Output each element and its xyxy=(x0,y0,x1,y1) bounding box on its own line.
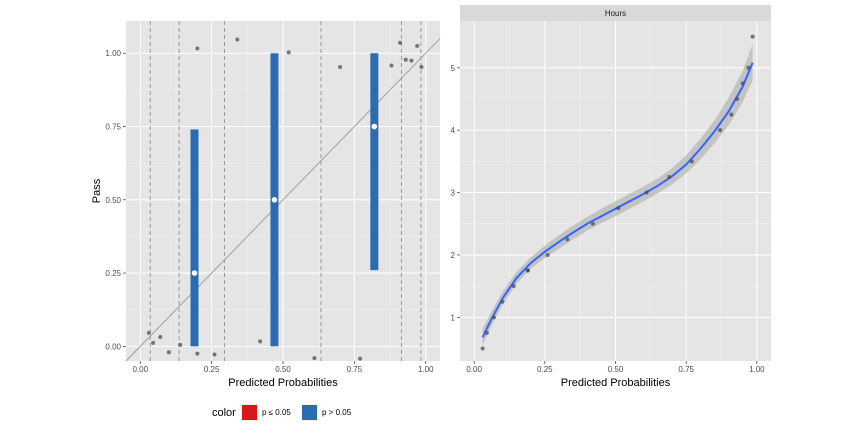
data-point xyxy=(178,342,183,347)
data-point xyxy=(735,96,740,101)
data-point xyxy=(151,340,156,345)
data-point xyxy=(212,352,217,357)
data-point xyxy=(500,299,505,304)
data-point xyxy=(258,339,263,344)
data-point xyxy=(718,128,723,133)
data-point xyxy=(235,37,240,42)
bin-mean-point xyxy=(271,196,278,203)
right-gridlines xyxy=(460,21,771,361)
x-tick-label: 0.50 xyxy=(275,365,291,374)
left-y-tick-labels: 0.00 0.25 0.50 0.75 1.00 xyxy=(105,49,126,351)
data-point xyxy=(286,50,291,55)
data-point xyxy=(338,65,343,70)
left-x-axis-title: Predicted Probabilities xyxy=(228,377,338,389)
data-point xyxy=(740,81,745,86)
data-point xyxy=(480,346,485,351)
data-point xyxy=(158,334,163,339)
x-tick-label: 1.00 xyxy=(418,365,434,374)
right-y-tick-labels: 1 2 3 4 5 xyxy=(451,64,460,322)
x-tick-label: 0.25 xyxy=(537,365,553,374)
left-bin-boundary-lines xyxy=(149,21,422,361)
data-point xyxy=(484,330,489,335)
data-point xyxy=(195,351,200,356)
y-tick-label: 0.00 xyxy=(105,342,121,351)
x-tick-label: 0.00 xyxy=(132,365,148,374)
data-point xyxy=(403,57,408,62)
left-data-points xyxy=(146,37,424,361)
facet-strip-label: Hours xyxy=(605,9,626,18)
identity-line xyxy=(125,38,441,362)
y-tick-label: 1 xyxy=(451,313,456,322)
data-point xyxy=(166,350,171,355)
left-bin-means xyxy=(191,123,378,276)
bin-bar xyxy=(190,129,199,347)
data-point xyxy=(358,356,363,361)
data-point xyxy=(729,112,734,117)
x-tick-label: 0.50 xyxy=(608,365,624,374)
data-point xyxy=(644,190,649,195)
y-tick-label: 0.50 xyxy=(105,196,121,205)
bin-mean-point xyxy=(191,270,198,276)
y-tick-label: 0.75 xyxy=(105,123,121,132)
data-point xyxy=(398,40,403,45)
data-point xyxy=(545,252,550,257)
legend-label-significant: p ≤ 0.05 xyxy=(262,408,291,417)
data-point xyxy=(419,65,424,70)
right-x-tick-labels: 0.00 0.25 0.50 0.75 1.00 xyxy=(466,361,765,374)
right-data-points xyxy=(480,34,755,351)
left-gridlines xyxy=(126,21,440,361)
left-y-axis-title: Pass xyxy=(91,178,103,203)
data-point xyxy=(511,284,516,289)
legend-title: color xyxy=(212,407,236,419)
x-tick-label: 1.00 xyxy=(749,365,765,374)
data-point xyxy=(746,65,751,70)
bin-mean-point xyxy=(371,123,378,130)
left-reference-line xyxy=(125,38,441,362)
smooth-fit-line xyxy=(481,62,754,338)
data-point xyxy=(689,159,694,164)
data-point xyxy=(195,46,200,51)
data-point xyxy=(146,330,151,335)
x-tick-label: 0.00 xyxy=(466,365,482,374)
data-point xyxy=(409,58,414,63)
x-tick-label: 0.75 xyxy=(347,365,363,374)
data-point xyxy=(590,221,595,226)
y-tick-label: 1.00 xyxy=(105,49,121,58)
bin-bar xyxy=(370,53,379,271)
data-point xyxy=(312,356,317,361)
left-x-tick-labels: 0.00 0.25 0.50 0.75 1.00 xyxy=(132,361,434,374)
legend-label-nonsignificant: p > 0.05 xyxy=(322,408,352,417)
legend-swatch-significant xyxy=(242,405,257,420)
smooth-line xyxy=(481,62,754,338)
x-tick-label: 0.25 xyxy=(204,365,220,374)
legend-swatch-nonsignificant xyxy=(302,405,317,420)
data-point xyxy=(525,268,530,273)
left-plot-panel: 0.00 0.25 0.50 0.75 1.00 0.00 0.25 0.50 0.75 1.0… xyxy=(91,21,441,389)
data-point xyxy=(750,34,755,39)
x-tick-label: 0.75 xyxy=(678,365,694,374)
data-point xyxy=(616,206,621,211)
right-plot-panel: Hours 1 2 3 4 5 0.00 0.25 0.50 0.75 1.00 Predict… xyxy=(451,5,771,389)
y-tick-label: 2 xyxy=(451,251,456,260)
y-tick-label: 3 xyxy=(451,189,456,198)
data-point xyxy=(565,237,570,242)
data-point xyxy=(667,174,672,179)
y-tick-label: 0.25 xyxy=(105,269,121,278)
right-x-axis-title: Predicted Probabilities xyxy=(561,377,671,389)
y-tick-label: 4 xyxy=(451,126,456,135)
legend: color p ≤ 0.05 p > 0.05 xyxy=(212,404,352,421)
data-point xyxy=(415,43,420,48)
y-tick-label: 5 xyxy=(451,64,456,73)
data-point xyxy=(389,63,394,68)
facet-strip xyxy=(460,5,771,21)
data-point xyxy=(491,315,496,320)
